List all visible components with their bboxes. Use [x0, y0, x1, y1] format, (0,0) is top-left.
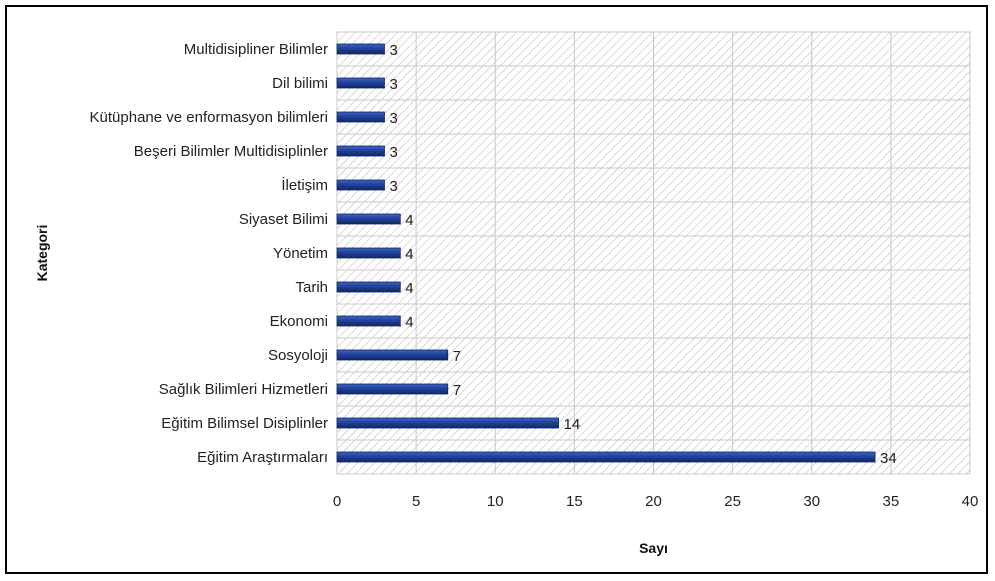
- category-label: Sağlık Bilimleri Hizmetleri: [159, 381, 328, 398]
- category-label: Multidisipliner Bilimler: [184, 41, 328, 58]
- data-label: 4: [405, 314, 413, 331]
- x-tick-label: 10: [487, 493, 504, 510]
- data-label: 3: [389, 42, 397, 59]
- category-labels: Multidisipliner Bilimler Dil bilimi Kütüph…: [90, 41, 328, 466]
- x-tick-label: 20: [645, 493, 662, 510]
- x-tick-label: 15: [566, 493, 583, 510]
- category-label: Tarih: [295, 279, 328, 296]
- data-label: 3: [389, 76, 397, 93]
- bar: [336, 213, 401, 225]
- data-label: 4: [405, 246, 413, 263]
- bar: [336, 247, 401, 259]
- bar: [336, 179, 385, 191]
- data-label: 7: [453, 348, 461, 365]
- bar: [336, 43, 385, 55]
- x-tick-label: 25: [724, 493, 741, 510]
- data-label: 3: [389, 178, 397, 195]
- category-label: Yönetim: [273, 245, 328, 262]
- bar: [336, 77, 385, 89]
- category-label: Dil bilimi: [272, 75, 328, 92]
- bar: [336, 349, 449, 361]
- chart-frame: 3 3 3 3 3 4 4 4 4 7 7 14 34 Multidisipliner Bilimler…: [5, 5, 988, 574]
- data-label: 4: [405, 212, 413, 229]
- bar: [336, 315, 401, 327]
- data-label: 34: [880, 450, 897, 467]
- category-label: İletişim: [281, 176, 328, 194]
- data-label: 3: [389, 110, 397, 127]
- x-tick-label: 35: [883, 493, 900, 510]
- bar: [336, 145, 385, 157]
- data-label: 4: [405, 280, 413, 297]
- y-axis-title: Kategori: [34, 225, 50, 282]
- category-label: Eğitim Bilimsel Disiplinler: [161, 415, 328, 432]
- x-tick-label: 40: [962, 493, 979, 510]
- data-label: 7: [453, 382, 461, 399]
- x-tick-label: 5: [412, 493, 420, 510]
- category-label: Beşeri Bilimler Multidisiplinler: [134, 143, 328, 160]
- category-label: Ekonomi: [270, 313, 328, 330]
- category-label: Sosyoloji: [268, 347, 328, 364]
- bar: [336, 111, 385, 123]
- x-tick-label: 0: [333, 493, 341, 510]
- bar: [336, 417, 559, 429]
- category-label: Siyaset Bilimi: [239, 211, 328, 228]
- bar: [336, 281, 401, 293]
- data-label: 14: [564, 416, 581, 433]
- gridlines: [336, 31, 971, 475]
- x-axis-ticks: 0 5 10 15 20 25 30 35 40: [333, 493, 979, 510]
- bar: [336, 451, 876, 463]
- x-axis-title: Sayı: [639, 540, 668, 556]
- category-label: Eğitim Araştırmaları: [197, 449, 328, 466]
- x-tick-label: 30: [803, 493, 820, 510]
- data-label: 3: [389, 144, 397, 161]
- category-label: Kütüphane ve enformasyon bilimleri: [90, 109, 328, 126]
- bar: [336, 383, 449, 395]
